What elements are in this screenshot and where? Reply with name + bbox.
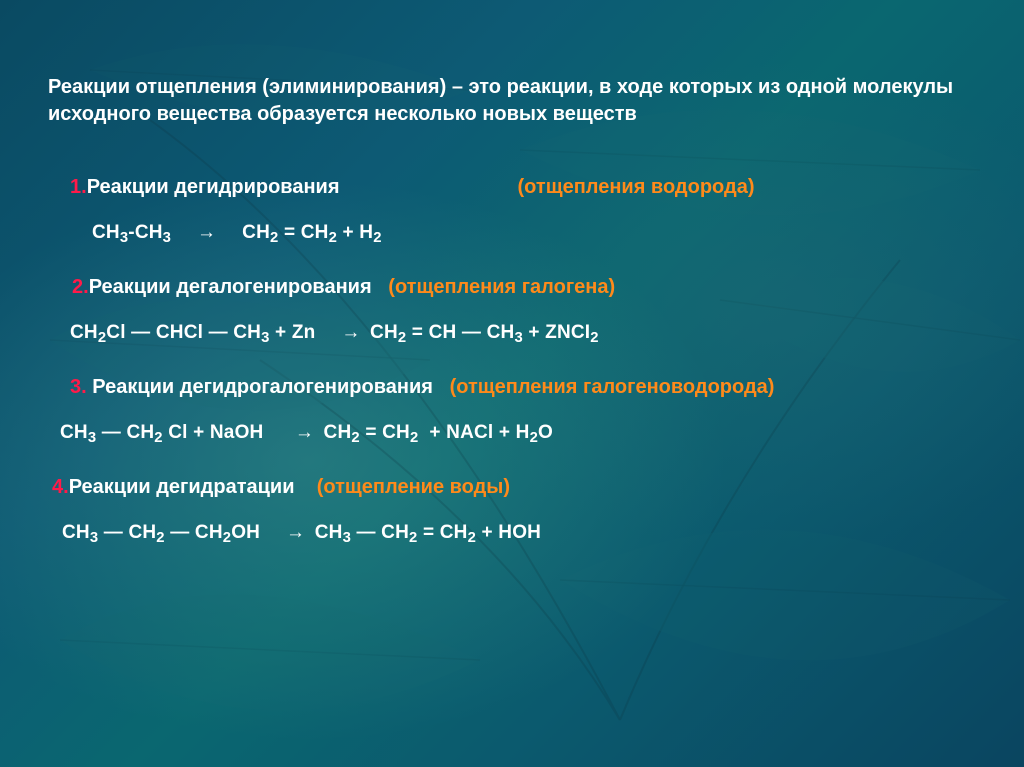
heading: Реакции отщепления (элиминирования) – эт… bbox=[48, 74, 958, 128]
heading-text: Реакции отщепления (элиминирования) – эт… bbox=[48, 76, 953, 125]
section-1-name: Реакции дегидрирования bbox=[87, 176, 340, 198]
section-1-equation: CH3-CH3 → CH2 = CH2 + H2 bbox=[48, 222, 972, 246]
section-4-title: 4.Реакции дегидратации (отщепление воды) bbox=[48, 474, 972, 500]
section-1-title: 1.Реакции дегидрирования (отщепления водо… bbox=[48, 174, 972, 200]
section-3-equation: CH3 ― CH2 Cl + NaOH → CH2 = CH2 + NACl +… bbox=[48, 422, 972, 446]
slide-content: Реакции отщепления (элиминирования) – эт… bbox=[0, 0, 1024, 597]
section-2-equation: CH2Cl ― CHCl ― CH3 + Zn → CH2 = CH ― CH3… bbox=[48, 322, 972, 346]
section-3-sub: (отщепления галогеноводорода) bbox=[450, 376, 775, 398]
section-4-sub: (отщепление воды) bbox=[317, 476, 510, 498]
section-1: 1.Реакции дегидрирования (отщепления водо… bbox=[48, 174, 972, 246]
section-2: 2.Реакции дегалогенирования (отщепления … bbox=[48, 274, 972, 346]
section-2-name: Реакции дегалогенирования bbox=[89, 276, 372, 298]
section-3-title: 3. Реакции дегидрогалогенирования (отщеп… bbox=[48, 374, 972, 400]
section-4-equation: CH3 ― CH2 ― CH2OH → CH3 ― CH2 = CH2 + HO… bbox=[48, 522, 972, 546]
section-3: 3. Реакции дегидрогалогенирования (отщеп… bbox=[48, 374, 972, 446]
section-2-title: 2.Реакции дегалогенирования (отщепления … bbox=[48, 274, 972, 300]
section-2-sub: (отщепления галогена) bbox=[388, 276, 615, 298]
section-2-num: 2. bbox=[72, 276, 89, 298]
section-3-name: Реакции дегидрогалогенирования bbox=[87, 376, 433, 398]
section-1-num: 1. bbox=[70, 176, 87, 198]
section-4-num: 4. bbox=[52, 476, 69, 498]
section-1-sub: (отщепления водорода) bbox=[518, 176, 755, 198]
section-3-num: 3. bbox=[70, 376, 87, 398]
section-4: 4.Реакции дегидратации (отщепление воды)… bbox=[48, 474, 972, 546]
section-4-name: Реакции дегидратации bbox=[69, 476, 295, 498]
